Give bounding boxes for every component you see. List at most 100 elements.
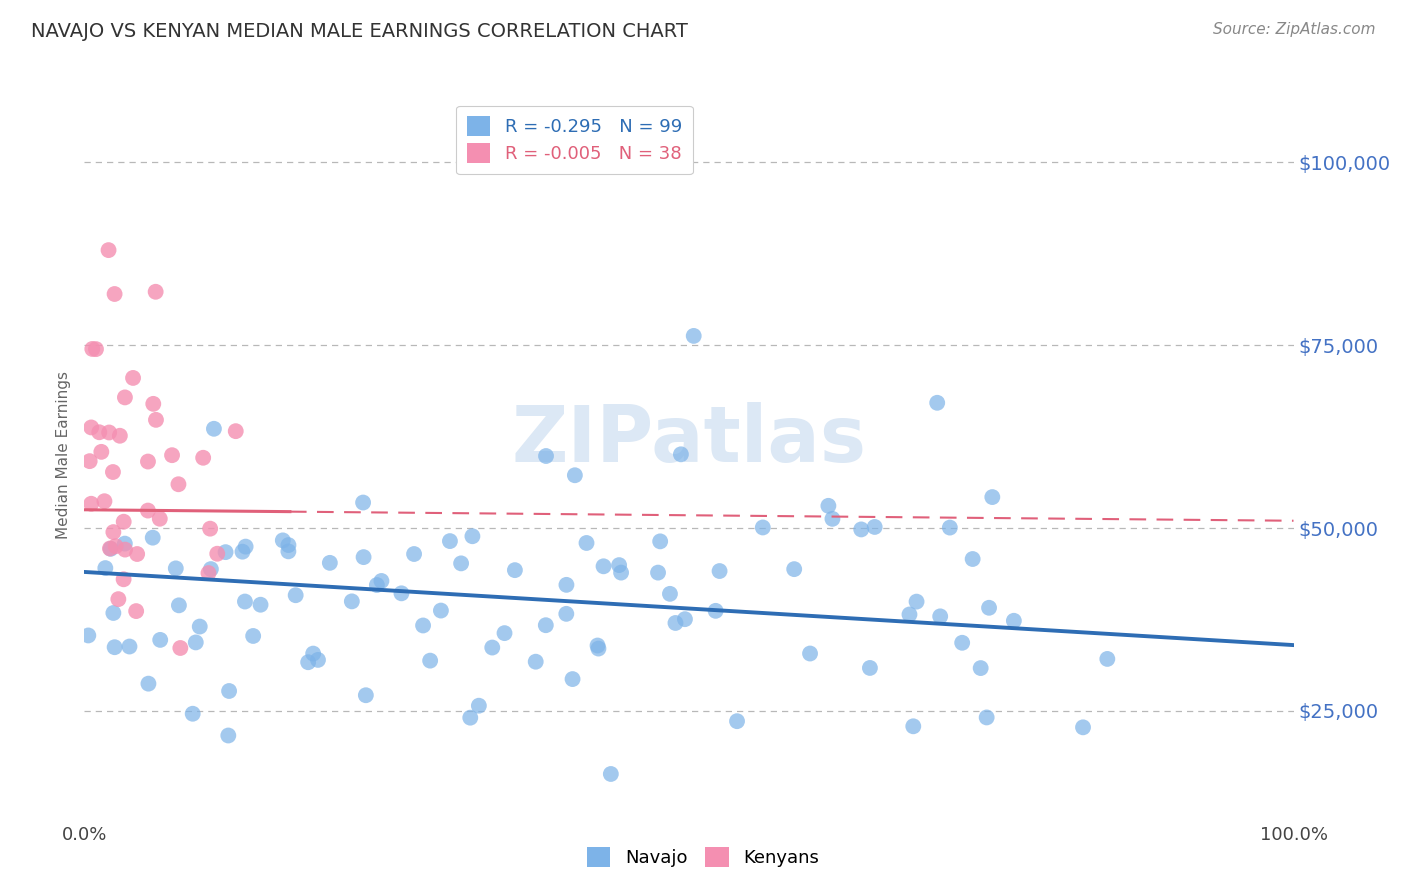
Point [89,425,111,440]
Point [969,661,991,675]
Point [929,609,952,624]
Point [101,465,124,479]
Point [863,520,886,534]
Point [218,684,240,698]
Point [79,454,101,468]
Point [302,647,325,661]
Point [950,636,973,650]
Point [658,587,681,601]
Point [817,499,839,513]
Point [1097,652,1119,666]
Point [202,422,225,436]
Point [235,540,257,554]
Point [167,599,190,613]
Point [752,520,775,534]
Point [197,566,219,580]
Point [142,531,165,545]
Text: Source: ZipAtlas.com: Source: ZipAtlas.com [1212,22,1375,37]
Point [277,544,299,558]
Point [103,606,125,620]
Point [297,655,319,669]
Point [231,544,253,558]
Point [100,541,122,556]
Point [592,559,614,574]
Point [138,676,160,690]
Point [439,534,461,549]
Point [588,641,610,656]
Point [307,653,329,667]
Point [217,729,239,743]
Point [709,564,731,578]
Point [419,654,441,668]
Legend: Navajo, Kenyans: Navajo, Kenyans [579,839,827,874]
Point [77,628,100,642]
Y-axis label: Median Male Earnings: Median Male Earnings [56,371,72,539]
Point [98,425,121,440]
Point [976,710,998,724]
Point [167,477,190,491]
Point [353,550,375,565]
Point [149,512,172,526]
Point [927,396,949,410]
Point [575,536,598,550]
Point [225,424,247,438]
Point [80,497,103,511]
Point [458,711,481,725]
Point [184,635,207,649]
Point [962,552,984,566]
Point [599,767,621,781]
Point [160,448,183,462]
Point [107,592,129,607]
Point [271,533,294,548]
Point [534,449,557,463]
Point [481,640,503,655]
Point [214,545,236,559]
Point [142,397,165,411]
Point [981,490,1004,504]
Point [198,522,221,536]
Point [136,454,159,468]
Point [468,698,491,713]
Point [145,285,167,299]
Point [249,598,271,612]
Point [370,574,392,588]
Point [277,538,299,552]
Point [1002,614,1025,628]
Point [555,607,578,621]
Point [799,647,821,661]
Point [340,594,363,608]
Point [125,604,148,618]
Point [82,342,104,356]
Point [90,445,112,459]
Point [704,604,727,618]
Point [233,594,256,608]
Point [112,572,135,586]
Point [127,547,149,561]
Point [430,603,453,617]
Point [673,612,696,626]
Point [412,618,434,632]
Point [783,562,806,576]
Point [725,714,748,729]
Point [450,557,472,571]
Point [136,503,159,517]
Point [534,618,557,632]
Point [939,520,962,534]
Point [664,615,686,630]
Point [103,525,125,540]
Point [188,619,211,633]
Point [905,594,928,608]
Point [108,429,131,443]
Point [181,706,204,721]
Point [118,640,141,654]
Point [97,243,120,257]
Point [122,371,145,385]
Point [200,562,222,576]
Point [561,672,583,686]
Point [80,420,103,434]
Point [647,566,669,580]
Point [564,468,586,483]
Point [682,329,704,343]
Point [1071,720,1094,734]
Point [503,563,526,577]
